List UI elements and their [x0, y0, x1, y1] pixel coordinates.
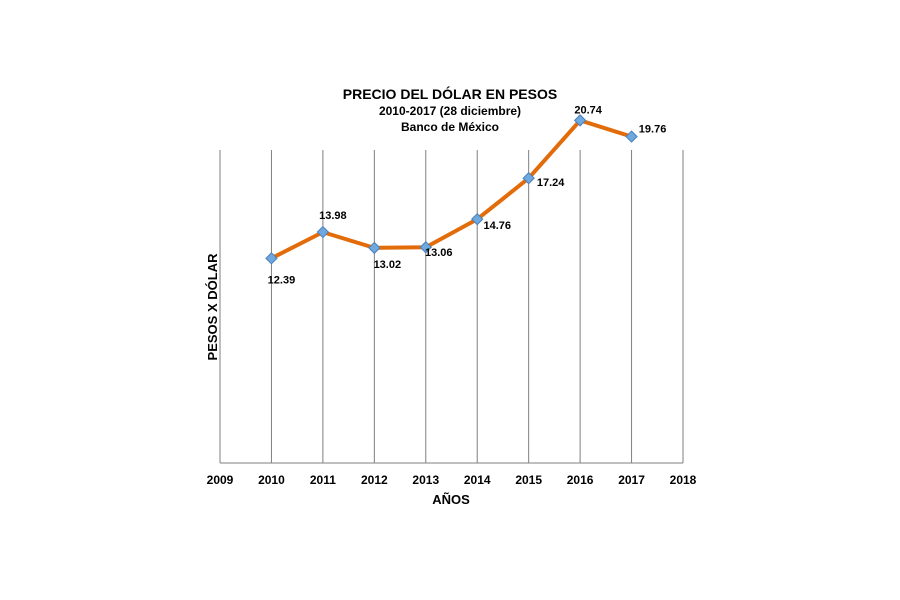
data-label-2011: 13.98	[319, 210, 347, 222]
data-labels: 12.39 13.98 13.02 13.06 14.76 17.24 20.74 19.76	[268, 104, 667, 286]
x-tick-labels: 2009 2010 2011 2012 2013 2014 2015 2016 2017 2018	[207, 473, 697, 487]
y-axis-label: PESOS X DÓLAR	[205, 253, 220, 361]
vertical-gridlines	[219, 150, 684, 463]
chart-title: PRECIO DEL DÓLAR EN PESOS	[343, 85, 557, 102]
x-tick-2013: 2013	[412, 473, 439, 487]
data-label-2017: 19.76	[639, 124, 667, 136]
x-tick-2015: 2015	[515, 473, 542, 487]
marker-2017	[625, 130, 638, 143]
x-tick-2016: 2016	[567, 473, 594, 487]
x-axis-label: AÑOS	[432, 492, 470, 507]
x-tick-2009: 2009	[207, 473, 234, 487]
data-label-2015: 17.24	[537, 177, 565, 189]
marker-2014	[471, 212, 484, 226]
marker-2013	[419, 241, 432, 254]
x-tick-2018: 2018	[670, 473, 697, 487]
data-label-2013: 13.06	[425, 247, 453, 259]
x-tick-2011: 2011	[310, 473, 336, 487]
x-tick-2014: 2014	[464, 473, 491, 487]
marker-2015	[522, 171, 535, 185]
x-tick-2017: 2017	[618, 473, 645, 487]
marker-2016	[573, 114, 587, 127]
data-label-2012: 13.02	[374, 259, 402, 271]
marker-2012	[368, 241, 381, 255]
data-label-2014: 14.76	[483, 220, 511, 232]
chart-subtitle: 2010-2017 (28 diciembre)	[379, 104, 521, 118]
marker-2011	[316, 225, 330, 239]
series-line	[269, 118, 634, 261]
marker-2010	[265, 252, 278, 265]
data-label-2010: 12.39	[268, 274, 296, 286]
data-markers	[265, 114, 638, 265]
x-tick-2010: 2010	[258, 473, 285, 487]
x-tick-2012: 2012	[361, 473, 388, 487]
chart-source: Banco de México	[401, 120, 499, 134]
data-label-2016: 20.74	[574, 104, 602, 116]
